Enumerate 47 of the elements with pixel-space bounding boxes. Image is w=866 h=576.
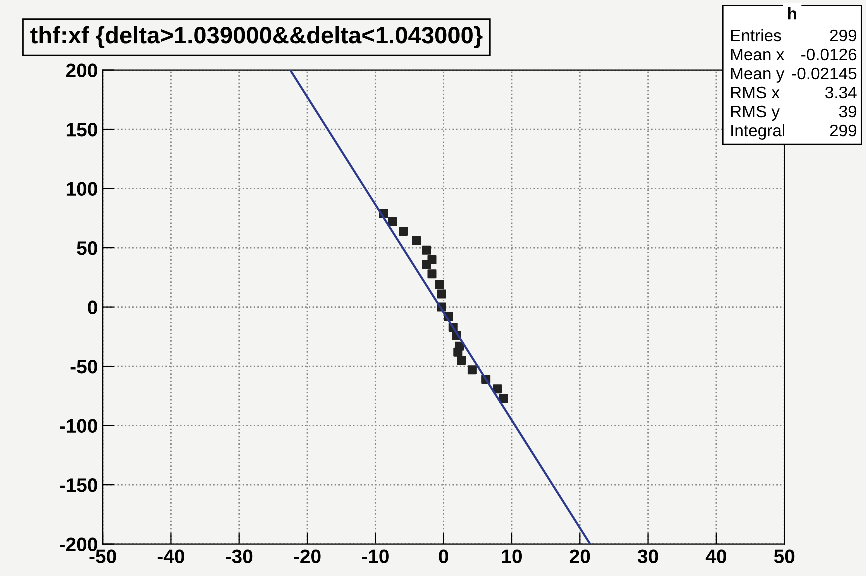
text: Mean x (731, 49, 785, 61)
x-tick-label: -10 (362, 550, 389, 564)
text: 299 (830, 124, 857, 137)
x-tick-label: 40 (706, 550, 726, 564)
y-tick-label: -100 (60, 419, 98, 434)
x-tick-label: 30 (638, 550, 658, 564)
text: 39 (839, 106, 857, 118)
point (454, 348, 463, 357)
point (428, 270, 437, 279)
x-tick-label: 0 (439, 550, 448, 564)
chart-title: thf:xf {delta>1.039000&&delta<1.043000} (30, 26, 483, 48)
x-tick-label: -50 (90, 550, 116, 564)
text: 299 (830, 30, 857, 42)
point (493, 384, 502, 394)
x-tick-label: -20 (294, 550, 321, 564)
x-tick-label: 50 (774, 550, 795, 564)
text: -0.02145 (792, 68, 857, 80)
x-tick-label: 20 (570, 550, 590, 564)
point (422, 246, 432, 255)
y-tick-label: 0 (88, 300, 98, 315)
text: h (788, 7, 796, 20)
y-tick-label: -200 (60, 538, 98, 552)
y-tick-label: -150 (60, 478, 98, 492)
y-tick-label: 200 (66, 64, 98, 78)
point (468, 366, 477, 375)
annotation: RMS x (731, 86, 780, 99)
point (388, 217, 398, 226)
point (412, 236, 422, 246)
y-tick-label: 100 (66, 182, 98, 196)
point (435, 280, 444, 290)
point (437, 290, 446, 299)
text: 3.34 (826, 86, 857, 99)
annotation: Mean y (731, 68, 785, 83)
x-tick-label: 10 (502, 550, 522, 564)
text: Entries (731, 29, 782, 42)
x-tick-label: -30 (226, 550, 253, 564)
point (399, 226, 408, 236)
y-tick-label: -50 (70, 360, 98, 374)
annotation: Integral (732, 124, 785, 140)
annotation: RMS y (731, 106, 780, 121)
text: -0.0126 (802, 48, 857, 61)
point (422, 260, 432, 270)
point (499, 394, 508, 404)
y-tick-label: 150 (66, 122, 98, 137)
x-tick-label: -40 (158, 550, 184, 564)
point (457, 356, 466, 366)
y-tick-label: 50 (77, 242, 98, 256)
